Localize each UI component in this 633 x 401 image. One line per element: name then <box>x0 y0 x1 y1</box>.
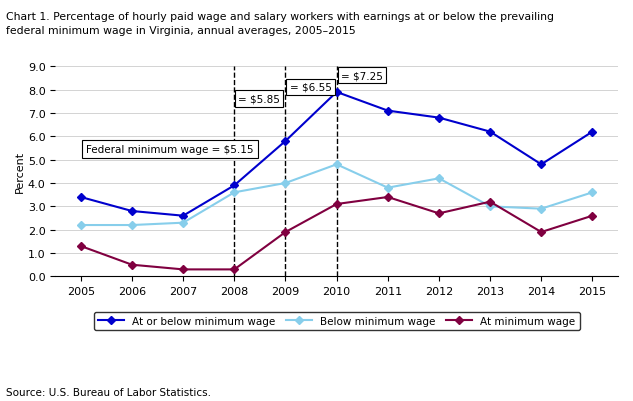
Below minimum wage <box>179 221 187 225</box>
Text: Federal minimum wage = $5.15: Federal minimum wage = $5.15 <box>86 145 253 155</box>
At or below minimum wage <box>128 209 136 214</box>
At or below minimum wage <box>486 130 494 135</box>
At or below minimum wage <box>589 130 596 135</box>
Below minimum wage <box>435 176 442 181</box>
Below minimum wage <box>537 207 545 212</box>
Below minimum wage <box>486 205 494 209</box>
Legend: At or below minimum wage, Below minimum wage, At minimum wage: At or below minimum wage, Below minimum … <box>94 312 580 330</box>
At minimum wage <box>282 230 289 235</box>
Below minimum wage <box>282 181 289 186</box>
At minimum wage <box>333 202 341 207</box>
At or below minimum wage <box>282 139 289 144</box>
Below minimum wage <box>384 186 392 190</box>
At minimum wage <box>537 230 545 235</box>
Text: Source: U.S. Bureau of Labor Statistics.: Source: U.S. Bureau of Labor Statistics. <box>6 387 211 397</box>
Below minimum wage <box>77 223 85 228</box>
At minimum wage <box>486 200 494 205</box>
Line: At or below minimum wage: At or below minimum wage <box>78 89 596 219</box>
At or below minimum wage <box>537 162 545 167</box>
Below minimum wage <box>128 223 136 228</box>
Below minimum wage <box>589 190 596 195</box>
Text: = $5.85: = $5.85 <box>239 94 280 104</box>
At minimum wage <box>230 267 238 272</box>
At or below minimum wage <box>77 195 85 200</box>
At or below minimum wage <box>384 109 392 114</box>
At or below minimum wage <box>333 90 341 95</box>
At or below minimum wage <box>179 214 187 219</box>
Below minimum wage <box>333 162 341 167</box>
At minimum wage <box>128 263 136 267</box>
Below minimum wage <box>230 190 238 195</box>
At or below minimum wage <box>230 184 238 188</box>
At minimum wage <box>589 214 596 219</box>
At minimum wage <box>384 195 392 200</box>
At minimum wage <box>179 267 187 272</box>
Y-axis label: Percent: Percent <box>15 151 25 193</box>
At minimum wage <box>77 244 85 249</box>
Text: = $7.25: = $7.25 <box>341 71 382 81</box>
Text: = $6.55: = $6.55 <box>289 83 332 93</box>
At minimum wage <box>435 211 442 216</box>
At or below minimum wage <box>435 116 442 121</box>
Text: Chart 1. Percentage of hourly paid wage and salary workers with earnings at or b: Chart 1. Percentage of hourly paid wage … <box>6 12 555 22</box>
Line: Below minimum wage: Below minimum wage <box>78 162 596 229</box>
Text: federal minimum wage in Virginia, annual averages, 2005–2015: federal minimum wage in Virginia, annual… <box>6 26 356 36</box>
Line: At minimum wage: At minimum wage <box>78 194 596 273</box>
